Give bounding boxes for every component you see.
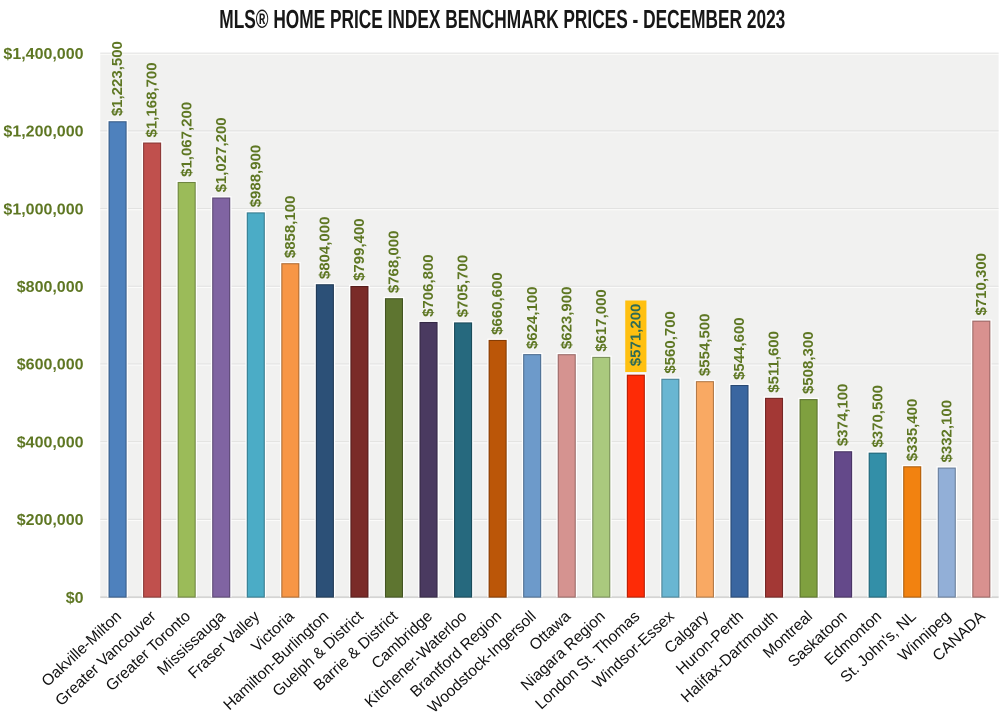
- svg-text:$1,223,500: $1,223,500: [109, 41, 126, 116]
- svg-text:$1,400,000: $1,400,000: [3, 46, 83, 63]
- svg-text:$799,400: $799,400: [351, 218, 368, 281]
- svg-text:MLS® HOME PRICE INDEX BENCHMAR: MLS® HOME PRICE INDEX BENCHMARK PRICES -…: [219, 6, 785, 34]
- svg-text:$800,000: $800,000: [17, 279, 84, 296]
- svg-text:$544,600: $544,600: [731, 317, 748, 380]
- svg-text:$988,900: $988,900: [247, 145, 264, 208]
- svg-text:$1,067,200: $1,067,200: [178, 102, 195, 177]
- svg-text:$0: $0: [66, 590, 84, 607]
- svg-text:$660,600: $660,600: [489, 272, 506, 335]
- svg-text:$1,027,200: $1,027,200: [213, 117, 230, 192]
- svg-text:$374,100: $374,100: [835, 384, 852, 447]
- svg-text:$1,200,000: $1,200,000: [3, 124, 83, 141]
- svg-text:$624,100: $624,100: [524, 286, 541, 349]
- svg-text:$508,300: $508,300: [800, 331, 817, 394]
- svg-text:$511,600: $511,600: [766, 331, 783, 393]
- svg-text:$200,000: $200,000: [17, 512, 84, 529]
- svg-text:$600,000: $600,000: [17, 357, 84, 374]
- svg-text:$335,400: $335,400: [904, 399, 921, 462]
- svg-text:$1,000,000: $1,000,000: [3, 201, 83, 218]
- svg-text:$705,700: $705,700: [455, 255, 472, 318]
- svg-text:$706,800: $706,800: [420, 254, 437, 317]
- svg-text:$1,168,700: $1,168,700: [144, 62, 161, 137]
- svg-text:$571,200: $571,200: [627, 304, 644, 367]
- svg-text:$623,900: $623,900: [558, 287, 575, 350]
- svg-text:$768,000: $768,000: [386, 231, 403, 294]
- svg-text:$554,500: $554,500: [697, 314, 714, 377]
- svg-text:$710,300: $710,300: [973, 253, 990, 316]
- svg-text:$332,100: $332,100: [938, 400, 955, 463]
- svg-text:$400,000: $400,000: [17, 434, 84, 451]
- svg-text:$858,100: $858,100: [282, 196, 299, 259]
- svg-text:$617,000: $617,000: [593, 289, 610, 352]
- svg-text:$370,500: $370,500: [869, 385, 886, 448]
- svg-text:$560,700: $560,700: [662, 311, 679, 374]
- svg-text:$804,000: $804,000: [316, 217, 333, 280]
